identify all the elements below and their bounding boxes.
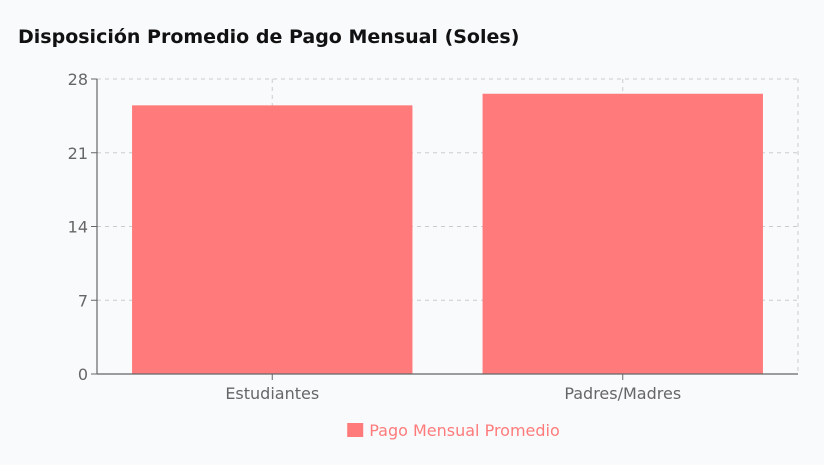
legend[interactable]: Pago Mensual Promedio xyxy=(347,421,560,440)
chart-title: Disposición Promedio de Pago Mensual (So… xyxy=(18,26,520,48)
x-tick-label: Estudiantes xyxy=(225,384,319,403)
y-tick-label: 21 xyxy=(68,144,88,163)
bar-estudiantes[interactable] xyxy=(132,105,413,374)
y-tick-label: 0 xyxy=(78,365,88,384)
x-tick-label: Padres/Madres xyxy=(564,384,681,403)
bar-padres-madres[interactable] xyxy=(482,93,763,374)
y-tick-label: 14 xyxy=(68,218,88,237)
bars xyxy=(132,93,763,374)
legend-swatch xyxy=(347,423,364,437)
y-tick-label: 28 xyxy=(68,70,88,89)
tick-labels: 0 7 14 21 28 Estudiantes Padres/Madres xyxy=(68,70,682,403)
legend-label: Pago Mensual Promedio xyxy=(369,421,560,440)
y-tick-label: 7 xyxy=(78,291,88,310)
